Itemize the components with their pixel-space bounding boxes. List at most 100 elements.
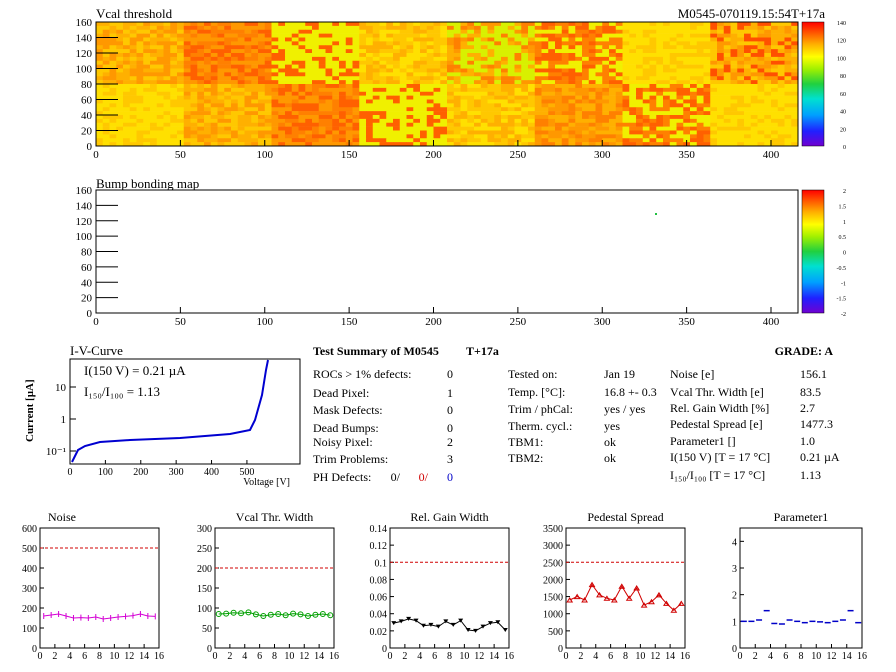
- heatmap-cell: [102, 68, 110, 73]
- heatmap-cell: [784, 49, 792, 54]
- heatmap-cell: [129, 64, 137, 69]
- heatmap-cell: [136, 25, 144, 31]
- heatmap-cell: [318, 76, 326, 81]
- heatmap-cell: [224, 56, 232, 62]
- heatmap-cell: [784, 130, 792, 135]
- heatmap-cell: [636, 64, 644, 69]
- heatmap-cell: [258, 122, 266, 127]
- heatmap-cell: [379, 22, 387, 27]
- heatmap-cell: [784, 107, 792, 112]
- heatmap-cell: [480, 91, 488, 96]
- heatmap-cell: [318, 91, 326, 96]
- heatmap-cell: [744, 142, 752, 147]
- heatmap-cell: [690, 84, 698, 89]
- heatmap-cell: [507, 103, 515, 108]
- x-tick-label: 8: [623, 651, 628, 662]
- heatmap-cell: [649, 126, 657, 131]
- heatmap-cell: [393, 118, 401, 124]
- heatmap-cell: [197, 111, 205, 116]
- y-tick-label: 0: [87, 141, 93, 153]
- heatmap-cell: [278, 142, 286, 147]
- data-point: [495, 620, 501, 625]
- heatmap-cell: [244, 122, 252, 127]
- heatmap-cell: [345, 45, 353, 50]
- heatmap-cell: [197, 33, 205, 38]
- heatmap-cell: [642, 95, 650, 100]
- heatmap-cell: [197, 107, 205, 112]
- heatmap-cell: [285, 126, 293, 131]
- heatmap-cell: [150, 53, 158, 58]
- heatmap-cell: [386, 115, 394, 120]
- heatmap-cell: [494, 45, 502, 50]
- heatmap-cell: [636, 95, 644, 100]
- heatmap-cell: [109, 33, 117, 38]
- heatmap-cell: [204, 22, 212, 27]
- heatmap-cell: [656, 84, 664, 89]
- heatmap-cell: [656, 80, 664, 85]
- heatmap-cell: [737, 29, 745, 34]
- heatmap-cell: [393, 111, 401, 116]
- summary-label: TBM1:: [508, 435, 543, 449]
- heatmap-cell: [183, 80, 191, 85]
- heatmap-cell: [447, 122, 455, 127]
- heatmap-cell: [224, 130, 232, 135]
- heatmap-cell: [676, 22, 684, 27]
- heatmap-cell: [555, 49, 563, 54]
- heatmap-cell: [602, 134, 610, 139]
- heatmap-cell: [595, 99, 603, 104]
- heatmap-cell: [474, 87, 482, 93]
- heatmap-cell: [305, 80, 313, 85]
- heatmap-cell: [521, 130, 529, 135]
- heatmap-cell: [352, 22, 360, 27]
- y-tick-label: 0.14: [370, 524, 388, 535]
- heatmap-cell: [359, 115, 367, 120]
- heatmap-cell: [251, 95, 259, 100]
- heatmap-cell: [433, 60, 441, 65]
- heatmap-cell: [656, 45, 664, 50]
- heatmap-cell: [379, 56, 387, 62]
- heatmap-cell: [683, 84, 691, 89]
- heatmap-cell: [447, 72, 455, 77]
- heatmap-cell: [494, 87, 502, 93]
- heatmap-cell: [690, 33, 698, 38]
- heatmap-cell: [669, 95, 677, 100]
- heatmap-cell: [555, 53, 563, 58]
- heatmap-cell: [258, 111, 266, 116]
- heatmap-cell: [318, 115, 326, 120]
- heatmap-cell: [757, 134, 765, 139]
- heatmap-cell: [690, 126, 698, 131]
- heatmap-cell: [332, 84, 340, 89]
- heatmap-cell: [771, 126, 779, 131]
- heatmap-cell: [210, 29, 218, 34]
- heatmap-cell: [737, 107, 745, 112]
- heatmap-cell: [777, 87, 785, 93]
- heatmap-cell: [636, 91, 644, 96]
- heatmap-cell: [514, 68, 522, 73]
- heatmap-cell: [615, 49, 623, 54]
- heatmap-cell: [494, 29, 502, 34]
- heatmap-cell: [649, 72, 657, 77]
- iv-plot-frame: [69, 358, 301, 465]
- summary-value: ok: [604, 435, 616, 449]
- heatmap-cell: [224, 95, 232, 100]
- heatmap-cell: [379, 29, 387, 34]
- heatmap-cell: [298, 56, 306, 62]
- heatmap-cell: [474, 49, 482, 54]
- heatmap-cell: [595, 115, 603, 120]
- heatmap-cell: [791, 41, 799, 46]
- heatmap-cell: [750, 29, 758, 34]
- heatmap-cell: [264, 99, 272, 104]
- heatmap-cell: [399, 64, 407, 69]
- heatmap-cell: [521, 118, 529, 124]
- x-tick-label: 8: [272, 651, 277, 662]
- heatmap-cell: [534, 91, 542, 96]
- heatmap-cell: [615, 29, 623, 34]
- heatmap-cell: [325, 91, 333, 96]
- heatmap-cell: [231, 134, 239, 139]
- summary-value: 1.13: [800, 468, 821, 482]
- heatmap-cell: [568, 76, 576, 81]
- heatmap-cell: [791, 53, 799, 58]
- x-tick-label: 12: [124, 651, 134, 662]
- heatmap-cell: [669, 91, 677, 96]
